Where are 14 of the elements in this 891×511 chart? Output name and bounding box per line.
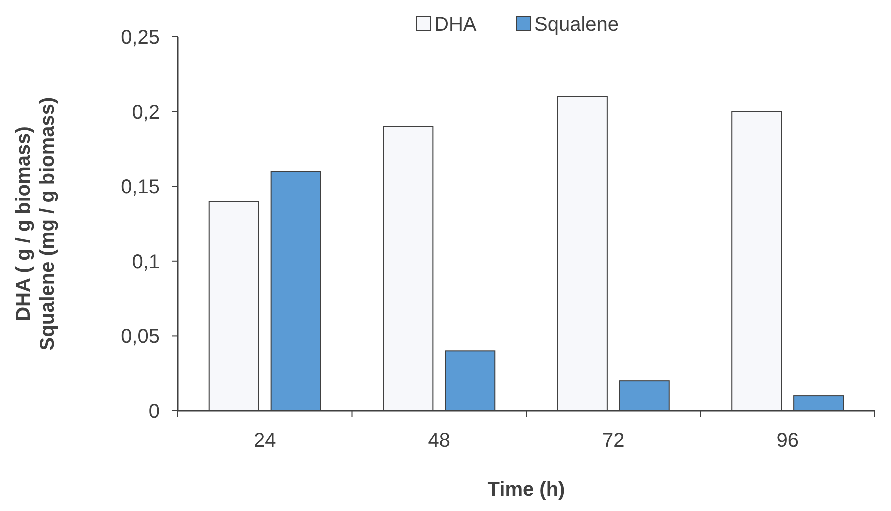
x-tick-label: 96	[776, 430, 799, 452]
y-tick-label: 0,2	[132, 102, 160, 124]
x-tick-label: 72	[602, 430, 625, 452]
y-axis-title: DHA ( g / g biomass) Squalene (mg / g biomass)	[13, 97, 59, 351]
legend-label: Squalene	[534, 14, 620, 36]
y-tick-label: 0,25	[121, 27, 160, 49]
y-tick-label: 0,05	[121, 326, 160, 348]
legend-label: DHA	[434, 14, 478, 36]
x-tick-label: 48	[428, 430, 450, 452]
x-axis-title: Time (h)	[488, 479, 566, 501]
y-tick-label: 0	[148, 401, 160, 423]
y-tick-label: 0,1	[132, 251, 160, 274]
y-tick-label: 0,15	[121, 176, 160, 199]
x-tick-label: 24	[254, 430, 276, 452]
